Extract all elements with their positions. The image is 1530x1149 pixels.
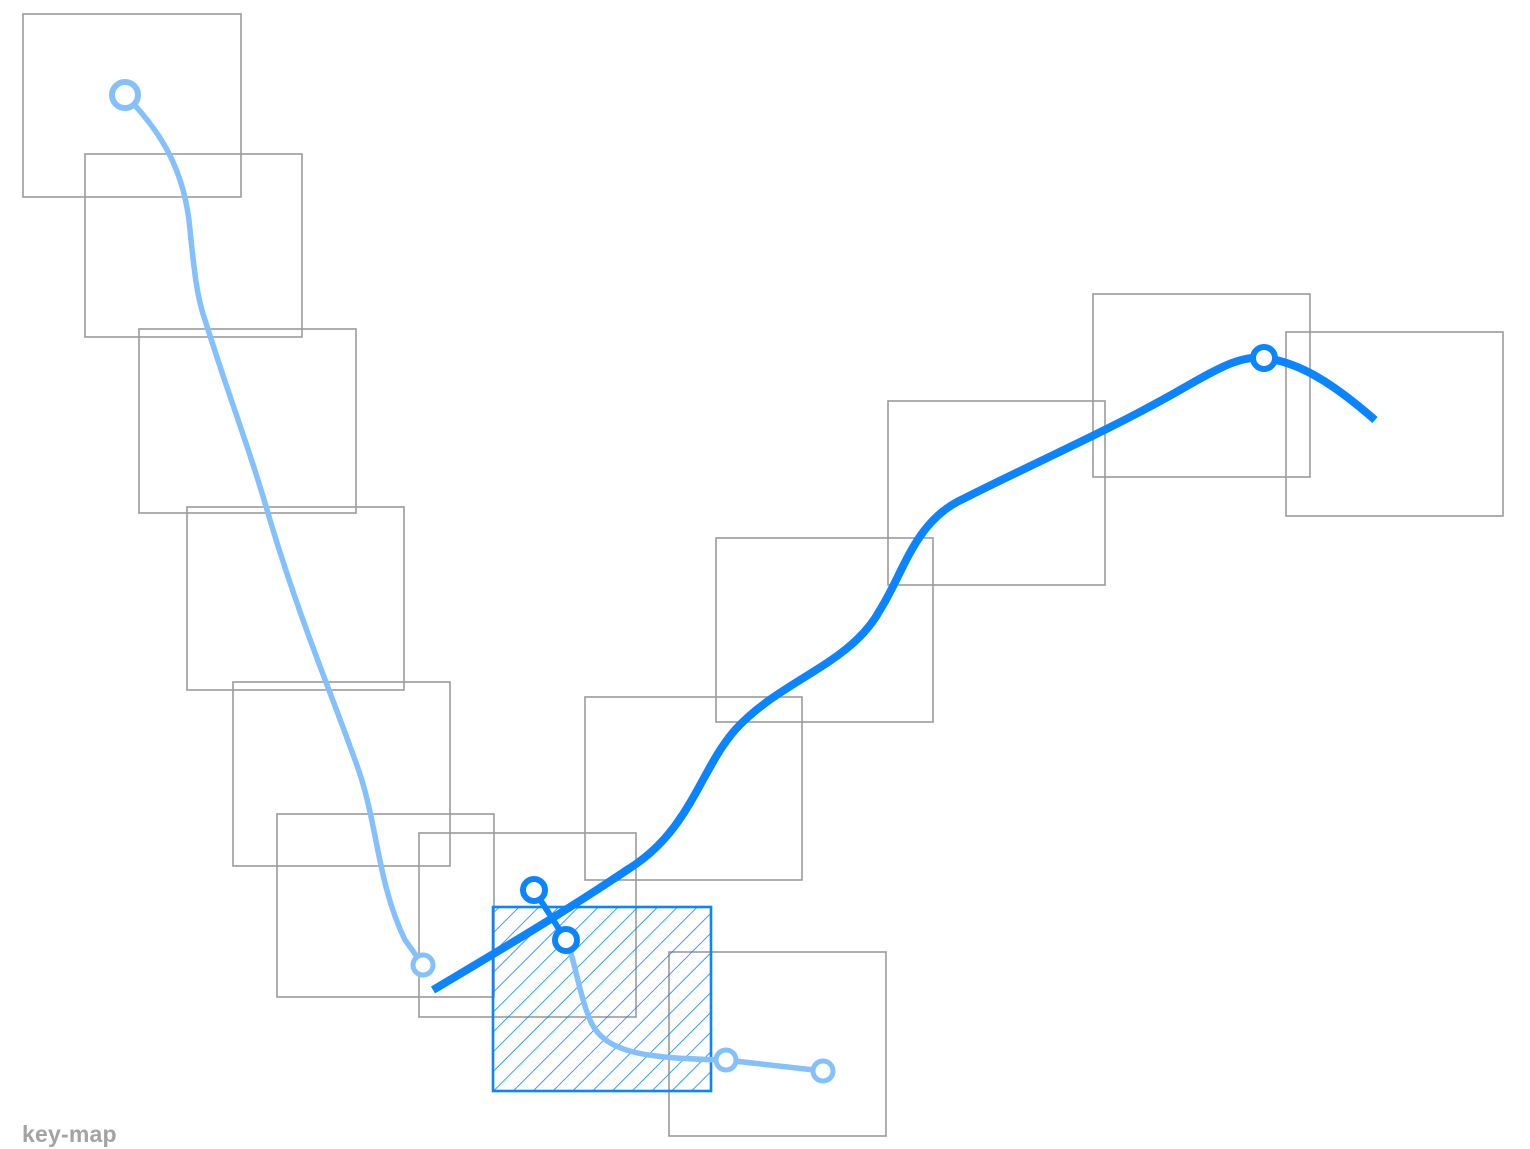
key-frame[interactable] (232, 681, 451, 867)
key-frame[interactable] (1285, 331, 1504, 517)
secondary-path[interactable] (122, 92, 426, 968)
ring-marker-icon[interactable] (810, 1058, 836, 1084)
selected-path[interactable] (430, 353, 1378, 994)
ring-marker-icon[interactable] (109, 79, 141, 111)
key-map-caption: key-map (22, 1121, 117, 1147)
key-frame[interactable] (1092, 293, 1311, 478)
key-frames (22, 13, 1504, 1137)
key-frame[interactable] (138, 328, 357, 514)
ring-marker-icon[interactable] (1250, 344, 1278, 372)
ring-marker-icon[interactable] (713, 1047, 739, 1073)
ring-marker-icon[interactable] (520, 876, 548, 904)
key-frame[interactable] (584, 696, 803, 881)
waypoints (109, 79, 1278, 1084)
secondary-path-tail[interactable] (563, 937, 826, 1074)
key-frame[interactable] (84, 153, 303, 338)
key-frame[interactable] (22, 13, 242, 198)
ring-marker-icon[interactable] (552, 926, 580, 954)
key-frame[interactable] (715, 537, 934, 723)
key-frame[interactable] (276, 813, 495, 998)
ring-marker-icon[interactable] (410, 952, 436, 978)
key-frame[interactable] (887, 400, 1106, 586)
key-frame[interactable] (186, 506, 405, 691)
